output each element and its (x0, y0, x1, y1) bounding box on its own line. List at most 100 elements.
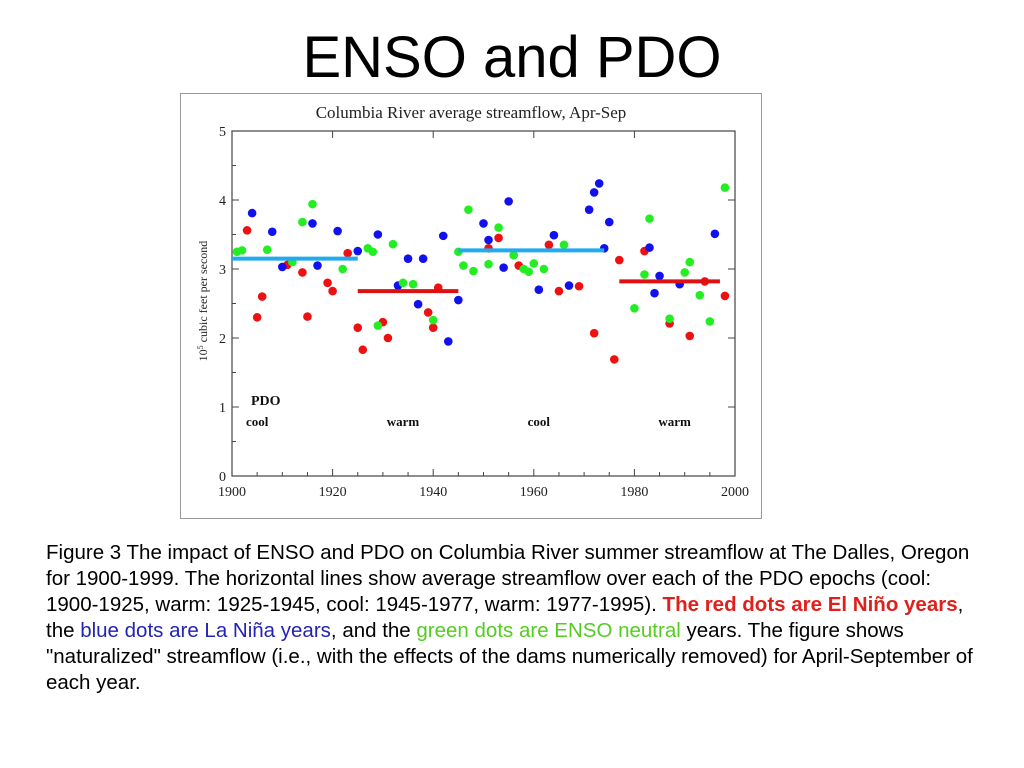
epoch-label-cool: cool (246, 414, 269, 429)
point-el-nino (615, 255, 624, 265)
point-neutral (680, 268, 689, 277)
point-la-nina (564, 281, 574, 290)
x-tick-label: 1920 (319, 485, 347, 500)
epoch-label-cool: cool (528, 414, 551, 429)
point-el-nino (298, 268, 307, 277)
y-tick-label: 3 (219, 263, 226, 278)
y-axis-label-exp: 5 (196, 345, 205, 349)
point-el-nino (242, 226, 252, 235)
slide-title: ENSO and PDO (302, 25, 722, 90)
point-neutral (645, 214, 654, 223)
y-tick-label: 1 (219, 401, 226, 416)
point-el-nino (257, 292, 267, 301)
point-el-nino (423, 308, 433, 317)
point-neutral (428, 315, 438, 325)
figure-caption: Figure 3 The impact of ENSO and PDO on C… (46, 540, 986, 696)
point-el-nino (252, 313, 262, 322)
point-neutral (559, 240, 569, 250)
point-el-nino (343, 248, 352, 258)
point-neutral (695, 290, 705, 300)
point-el-nino (428, 323, 438, 332)
y-axis-label-base: 10 (196, 349, 210, 361)
point-neutral (705, 317, 715, 326)
point-la-nina (308, 219, 317, 228)
point-neutral (469, 266, 478, 276)
point-la-nina (710, 229, 720, 239)
point-la-nina (504, 197, 513, 206)
point-neutral (665, 314, 674, 323)
caption-text-1: Figure 3 The impact of ENSO and PDO on C… (46, 541, 970, 616)
point-la-nina (584, 205, 594, 214)
x-tick-label: 1980 (620, 485, 648, 500)
point-la-nina (418, 254, 428, 263)
point-neutral (308, 199, 317, 209)
point-la-nina (247, 208, 257, 218)
point-neutral (459, 261, 468, 270)
point-la-nina (454, 295, 463, 305)
data-points (232, 179, 730, 364)
point-el-nino (323, 278, 332, 288)
point-la-nina (313, 261, 322, 270)
point-el-nino (609, 355, 619, 364)
point-la-nina (278, 262, 287, 272)
point-la-nina (549, 230, 559, 240)
y-axis-label: 105 cubic feet per second (196, 241, 211, 362)
point-neutral (494, 223, 503, 232)
point-neutral (373, 321, 383, 330)
chart: Columbia River average streamflow, Apr-S… (196, 103, 750, 500)
x-tick-label: 1900 (218, 485, 246, 500)
x-tick-label: 1940 (419, 485, 447, 500)
point-la-nina (438, 231, 448, 241)
chart-panel: Columbia River average streamflow, Apr-S… (180, 93, 762, 519)
pdo-label: PDO (251, 394, 281, 409)
point-la-nina (650, 288, 659, 298)
point-la-nina (484, 235, 493, 245)
point-la-nina (594, 179, 604, 188)
x-tick-label: 2000 (721, 485, 749, 500)
y-tick-label: 4 (219, 194, 226, 209)
point-el-nino (554, 286, 564, 296)
chart-title: Columbia River average streamflow, Apr-S… (316, 103, 627, 122)
point-neutral (630, 304, 639, 313)
point-la-nina (499, 263, 508, 272)
epoch-label-warm: warm (387, 414, 420, 429)
point-la-nina (443, 337, 453, 346)
point-neutral (398, 278, 408, 288)
y-tick-label: 2 (219, 332, 226, 347)
point-neutral (338, 264, 347, 274)
y-tick-label: 5 (219, 125, 226, 140)
point-el-nino (358, 345, 368, 355)
y-axis-label-text: cubic feet per second (196, 241, 210, 346)
epoch-label-warm: warm (658, 414, 691, 429)
caption-text-3: , and the (330, 619, 417, 642)
epoch-mean-lines (232, 248, 720, 294)
point-el-nino (353, 323, 363, 332)
caption-text-4: years. The figure shows "naturalized" st… (46, 619, 973, 694)
point-el-nino (685, 331, 695, 341)
point-el-nino (328, 286, 337, 296)
point-el-nino (544, 240, 554, 250)
point-el-nino (494, 233, 503, 243)
point-neutral (484, 259, 493, 269)
point-la-nina (534, 285, 544, 294)
point-neutral (388, 239, 398, 249)
y-axis: 0 1 2 3 4 5 (219, 125, 735, 485)
point-el-nino (720, 291, 730, 301)
x-tick-label: 1960 (520, 485, 548, 500)
point-neutral (539, 264, 549, 274)
epoch-labels: cool warm cool warm (246, 414, 691, 429)
point-la-nina (373, 230, 383, 239)
point-la-nina (353, 246, 363, 256)
caption-la-nina-text: blue dots are La Niña years (80, 619, 331, 642)
point-neutral (685, 257, 695, 267)
point-neutral (262, 245, 272, 254)
point-el-nino (574, 281, 584, 291)
y-tick-label: 0 (219, 470, 226, 485)
point-la-nina (267, 227, 277, 237)
point-la-nina (479, 219, 488, 228)
point-neutral (298, 217, 307, 227)
point-neutral (524, 267, 534, 277)
point-el-nino (589, 328, 599, 338)
point-neutral (720, 183, 730, 192)
point-la-nina (403, 254, 413, 263)
